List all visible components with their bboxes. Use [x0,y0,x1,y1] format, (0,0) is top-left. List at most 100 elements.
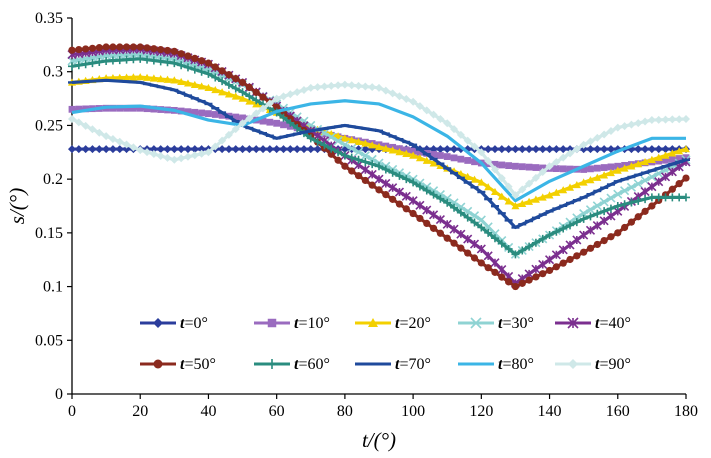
data-point [320,141,329,150]
data-point [279,92,288,101]
data-point [613,123,622,132]
data-point [102,145,111,154]
data-point [361,145,370,154]
data-point [647,172,657,182]
data-point [606,211,616,221]
data-point [218,145,227,154]
data-point [183,63,192,72]
legend-label: t=80° [498,356,534,373]
data-point [559,153,568,162]
data-point [334,132,343,140]
data-point [394,187,405,197]
data-point [368,141,377,149]
data-point [95,128,104,137]
data-point [224,90,233,98]
data-point [675,180,683,188]
data-point [620,186,630,196]
data-point [306,145,315,154]
data-point [600,130,609,139]
data-point [368,160,377,169]
data-point [586,212,595,221]
data-point [163,153,172,162]
data-point [183,145,192,154]
data-point [573,252,581,260]
data-point [477,178,486,186]
data-point [620,122,629,131]
data-point [682,193,690,202]
data-point [122,55,131,64]
data-point [531,264,541,274]
data-point [531,238,540,247]
data-point [484,145,493,154]
data-point [184,108,192,116]
data-point [538,145,547,154]
data-point [143,105,151,113]
data-point [477,223,486,232]
data-point [273,119,281,127]
data-point [149,56,158,65]
y-tick-label: 0.05 [35,332,63,349]
data-point [374,174,384,184]
data-point [463,234,473,244]
data-point [654,153,663,161]
data-point [497,174,506,183]
data-point [634,213,642,221]
data-point [108,134,117,143]
data-point [122,73,131,81]
data-point [593,240,601,249]
data-point [600,171,609,179]
data-point [286,145,295,154]
data-point [464,249,472,257]
data-point [572,180,581,189]
data-point [333,136,343,146]
data-point [211,142,220,151]
data-point [347,143,357,153]
data-point [218,111,226,119]
data-point [647,145,656,154]
data-point [211,85,220,94]
data-point [600,164,608,171]
data-point [341,162,349,170]
data-point [566,149,575,158]
data-point [614,162,622,170]
data-point [463,213,472,222]
x-tick-label: 60 [269,403,285,420]
data-point [375,83,383,92]
data-point [457,244,465,252]
data-point [566,221,575,230]
data-point [360,151,370,161]
data-point [88,145,97,154]
data-point [675,147,684,155]
data-point [668,193,677,202]
data-point [306,134,315,143]
data-point [402,175,411,184]
data-point [463,172,472,180]
data-point [627,218,636,226]
data-point [654,177,664,187]
data-point [218,67,226,75]
data-point [545,231,554,240]
data-point [613,166,622,174]
data-point [334,148,343,157]
data-point [340,134,349,142]
data-point [252,109,261,118]
data-point [518,163,526,171]
data-point [464,157,472,164]
data-point [381,86,390,95]
data-point [389,195,397,203]
data-point [224,130,233,139]
data-point [204,59,213,67]
data-point [580,248,588,256]
data-point [149,145,158,154]
data-point [545,145,554,154]
data-point [150,45,158,53]
data-point [326,132,336,142]
data-point [599,216,609,226]
data-point [149,74,158,82]
data-point [81,121,90,130]
data-point [252,88,260,96]
data-point [82,45,90,53]
data-point [505,162,513,170]
data-point [422,106,431,115]
data-point [368,83,377,92]
